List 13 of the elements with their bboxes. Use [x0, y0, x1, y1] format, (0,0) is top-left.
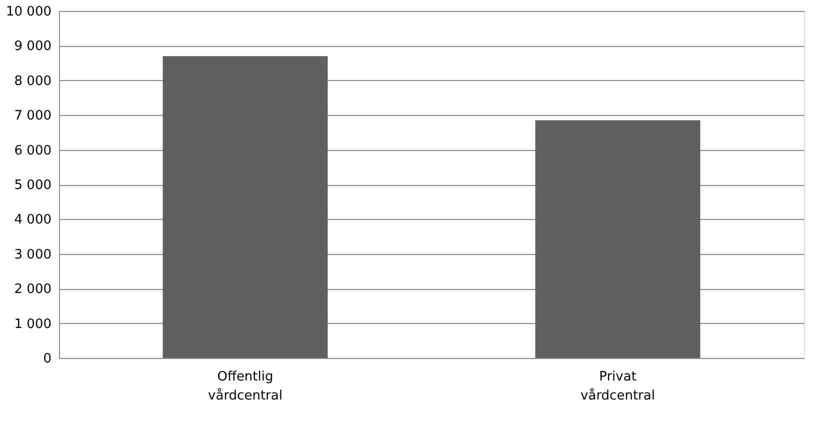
y-tick-label: 1 000 — [14, 316, 52, 332]
y-tick-label: 5 000 — [14, 178, 52, 193]
y-tick-label: 0 — [43, 352, 52, 366]
y-tick-label: 8 000 — [14, 74, 52, 89]
x-tick-label: Privat vårdcentral — [580, 370, 655, 404]
y-tick-label: 9 000 — [14, 39, 52, 54]
y-tick-label: 10 000 — [6, 4, 52, 20]
y-tick-label: 6 000 — [14, 143, 52, 158]
x-tick-label: Offentlig vårdcentral — [208, 370, 282, 404]
y-tick-label: 7 000 — [14, 108, 52, 124]
y-tick-label: 3 000 — [14, 247, 52, 262]
y-tick-label: 4 000 — [14, 212, 52, 228]
y-tick-label: 2 000 — [14, 282, 52, 298]
